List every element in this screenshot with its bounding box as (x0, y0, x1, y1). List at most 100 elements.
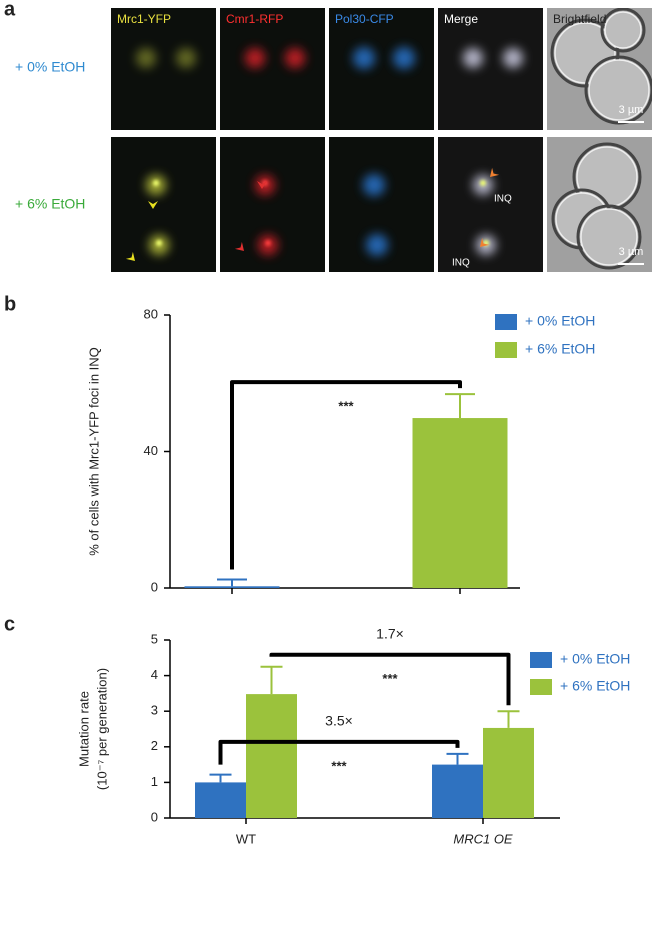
image-bg (329, 8, 434, 130)
panel-label: a (4, 0, 16, 20)
image (329, 8, 434, 130)
image (438, 8, 543, 130)
significance-stars: *** (331, 758, 347, 773)
significance-bracket (269, 652, 511, 706)
image (220, 137, 325, 272)
arrowhead (125, 251, 135, 261)
image-bg (111, 8, 216, 130)
legend-swatch (495, 342, 517, 358)
nucleus (136, 48, 156, 68)
nucleus (245, 48, 265, 68)
channel-label: Pol30-CFP (335, 12, 394, 26)
micrograph: Mrc1-YFP (111, 8, 216, 130)
inq-label: INQ (494, 194, 512, 205)
y-tick-label: 4 (151, 667, 158, 682)
legend-label: + 6% EtOH (525, 341, 595, 357)
y-tick-label: 0 (151, 579, 158, 594)
fold-change: 1.7× (376, 625, 404, 641)
cell (580, 208, 638, 266)
y-axis-label: (10⁻⁷ per generation) (94, 668, 109, 790)
micrograph: 3 µm (547, 137, 652, 272)
x-tick-label: WT (236, 831, 256, 846)
channel-label: Mrc1-YFP (117, 12, 171, 26)
panel-label: c (4, 613, 15, 635)
y-axis-label: Mutation rate (76, 691, 91, 767)
legend-swatch (530, 679, 552, 695)
image (220, 8, 325, 130)
nucleus (463, 48, 483, 68)
legend-swatch (530, 652, 552, 668)
significance-bracket (218, 739, 460, 765)
row-label: + 0% EtOH (15, 59, 85, 75)
bar (412, 418, 508, 588)
nucleus (353, 47, 375, 69)
inq-label: INQ (452, 258, 470, 269)
y-tick-label: 80 (144, 306, 158, 321)
focus (265, 240, 271, 246)
legend-label: + 6% EtOH (560, 678, 630, 694)
micrograph (111, 137, 216, 272)
error-bar (217, 578, 247, 587)
significance-stars: *** (338, 399, 354, 414)
y-tick-label: 1 (151, 774, 158, 789)
arrowhead (490, 167, 500, 177)
nucleus (285, 48, 305, 68)
micrograph: Cmr1-RFP (220, 8, 325, 130)
arrowhead (480, 237, 490, 247)
bar (195, 782, 246, 818)
legend-label: + 0% EtOH (525, 313, 595, 329)
nucleus (393, 47, 415, 69)
arrowhead (257, 181, 267, 189)
image (438, 137, 543, 272)
row-label: + 6% EtOH (15, 196, 85, 212)
x-tick-label: MRC1 OE (453, 831, 513, 846)
image: 3 µm (547, 8, 652, 130)
image (329, 137, 434, 272)
image (111, 8, 216, 130)
channel-label: Cmr1-RFP (226, 12, 283, 26)
scale-label: 3 µm (619, 104, 644, 116)
channel-label: Merge (444, 12, 478, 26)
error-bar (446, 752, 469, 765)
micrograph: 3 µm Brightfield (547, 8, 652, 130)
y-tick-label: 5 (151, 631, 158, 646)
micrographs: Mrc1-YFP Cmr1-RFP Pol30-CFP Merge 3 µm Bright… (111, 8, 652, 272)
image-bg (438, 8, 543, 130)
image: 3 µm (547, 137, 652, 272)
channel-label: Brightfield (553, 12, 606, 26)
focus (480, 180, 486, 186)
panel-label: b (4, 293, 16, 315)
y-tick-label: 2 (151, 738, 158, 753)
nucleus (363, 174, 385, 196)
significance-stars: *** (382, 671, 398, 686)
y-axis-label: % of cells with Mrc1-YFP foci in INQ (86, 347, 101, 556)
significance-bracket (230, 380, 462, 570)
legend-label: + 0% EtOH (560, 651, 630, 667)
focus (153, 180, 159, 186)
y-tick-label: 3 (151, 703, 158, 718)
focus (156, 240, 162, 246)
cell (588, 59, 650, 121)
micrograph: Pol30-CFP (329, 8, 434, 130)
error-bar (209, 773, 232, 783)
nucleus (503, 48, 523, 68)
arrowhead (148, 201, 158, 209)
bar (246, 694, 297, 818)
arrowhead (234, 241, 244, 251)
bar (483, 727, 534, 818)
scale-label: 3 µm (619, 246, 644, 258)
micrograph: INQ INQ (438, 137, 543, 272)
bar (184, 586, 280, 588)
micrograph (329, 137, 434, 272)
micrograph (220, 137, 325, 272)
cell (600, 8, 646, 53)
bar (432, 764, 483, 818)
cell (604, 11, 642, 49)
error-bar (260, 665, 283, 695)
fold-change: 3.5× (325, 713, 353, 729)
image-bg (220, 8, 325, 130)
error-bar (497, 710, 520, 728)
y-tick-label: 0 (151, 809, 158, 824)
nucleus (366, 234, 388, 256)
